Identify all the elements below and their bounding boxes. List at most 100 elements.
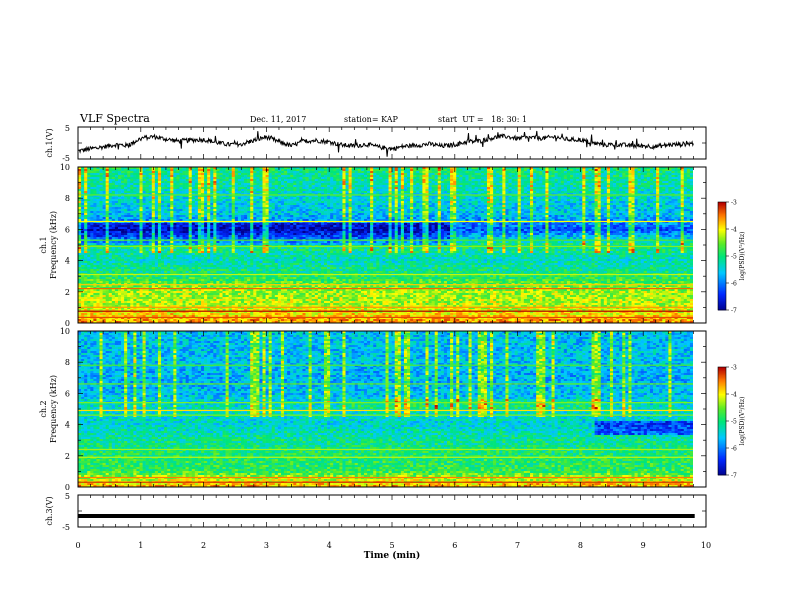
spectrogram-cell <box>108 297 113 300</box>
spectrogram-cell <box>231 225 236 228</box>
spectrogram-cell <box>204 259 208 262</box>
spectrogram-cell <box>102 307 106 310</box>
spectrogram-cell <box>108 193 113 196</box>
spectrogram-cell <box>108 249 113 252</box>
spectrogram-cell <box>201 255 205 258</box>
spectrogram-cell <box>136 177 140 180</box>
spectrogram-cell <box>237 261 242 264</box>
spectrogram-cell <box>142 233 146 236</box>
spectrogram-cell <box>139 281 143 284</box>
spectrogram-cell <box>228 193 233 196</box>
spectrogram-cell <box>164 225 168 228</box>
spectrogram-cell <box>191 175 196 178</box>
spectrogram-cell <box>93 231 97 234</box>
spectrogram-cell <box>130 257 134 260</box>
spectrogram-cell <box>84 209 88 212</box>
spectrogram-cell <box>250 271 254 274</box>
spectrogram-cell <box>154 201 159 204</box>
spectrogram-cell <box>262 263 266 266</box>
spectrogram-cell <box>105 227 110 230</box>
spectrogram-cell <box>210 215 214 218</box>
spectrogram-cell <box>240 167 245 170</box>
spectrogram-cell <box>259 313 263 316</box>
spectrogram-cell <box>93 299 97 302</box>
spectrogram-cell <box>244 301 248 304</box>
spectrogram-cell <box>139 213 143 216</box>
spectrogram-cell <box>78 203 82 206</box>
spectrogram-cell <box>182 173 186 176</box>
spectrogram-cell <box>179 253 183 256</box>
spectrogram-cell <box>121 257 125 260</box>
spectrogram-cell <box>259 205 263 208</box>
spectrogram-cell <box>130 265 134 268</box>
spectrogram-cell <box>197 317 202 320</box>
spectrogram-cell <box>145 319 150 322</box>
spectrogram-cell <box>250 237 254 240</box>
spectrogram-cell <box>117 279 122 282</box>
spectrogram-cell <box>213 201 217 204</box>
spectrogram-cell <box>259 171 263 174</box>
spectrogram-cell <box>87 221 91 224</box>
spectrogram-cell <box>265 313 269 316</box>
spectrogram-cell <box>216 231 220 234</box>
spectrogram-cell <box>81 253 85 256</box>
spectrogram-cell <box>84 291 88 294</box>
spectrogram-cell <box>142 211 146 214</box>
spectrogram-cell <box>99 293 103 296</box>
spectrogram-cell <box>81 217 85 220</box>
spectrogram-cell <box>188 295 193 298</box>
spectrogram-cell <box>225 313 229 316</box>
spectrogram-cell <box>117 305 122 308</box>
spectrogram-cell <box>213 167 217 170</box>
spectrogram-cell <box>93 269 97 272</box>
spectrogram-cell <box>210 191 214 194</box>
spectrogram-cell <box>250 303 254 306</box>
spectrogram-cell <box>247 191 251 194</box>
spectrogram-cell <box>142 199 146 202</box>
spectrogram-cell <box>84 255 88 258</box>
spectrogram-cell <box>167 215 171 218</box>
spectrogram-cell <box>176 169 180 172</box>
spectrogram-cell <box>139 303 143 306</box>
spectrogram-cell <box>96 217 100 220</box>
spectrogram-cell <box>265 191 269 194</box>
spectrogram-cell <box>93 309 97 312</box>
spectrogram-cell <box>228 293 233 296</box>
spectrogram-cell <box>240 221 245 224</box>
spectrogram-cell <box>256 223 260 226</box>
spectrogram-cell <box>105 247 110 250</box>
spectrogram-cell <box>210 297 214 300</box>
spectrogram-cell <box>247 179 251 182</box>
spectrogram-cell <box>237 265 242 268</box>
spectrogram-cell <box>154 307 159 310</box>
spectrogram-cell <box>121 187 125 190</box>
spectrogram-cell <box>244 243 248 246</box>
spectrogram-cell <box>231 169 236 172</box>
spectrogram-cell <box>81 173 85 176</box>
spectrogram-cell <box>265 185 269 188</box>
spectrogram-cell <box>142 187 146 190</box>
spectrogram-cell <box>179 221 183 224</box>
spectrogram-cell <box>81 177 85 180</box>
spectrogram-cell <box>96 251 100 254</box>
spectrogram-cell <box>268 171 273 174</box>
spectrogram-cell <box>210 249 214 252</box>
spectrogram-cell <box>194 279 199 282</box>
spectrogram-cell <box>231 233 236 236</box>
spectrogram-cell <box>117 207 122 210</box>
spectrogram-cell <box>157 191 162 194</box>
spectrogram-cell <box>247 169 251 172</box>
spectrogram-cell <box>117 217 122 220</box>
spectrogram-cell <box>164 293 168 296</box>
spectrogram-cell <box>216 291 220 294</box>
spectrogram-cell <box>256 207 260 210</box>
spectrogram-cell <box>161 301 165 304</box>
spectrogram-cell <box>188 225 193 228</box>
spectrogram-cell <box>194 205 199 208</box>
spectrogram-cell <box>213 285 217 288</box>
spectrogram-cell <box>133 191 137 194</box>
spectrogram-cell <box>256 235 260 238</box>
spectrogram-cell <box>84 249 88 252</box>
spectrogram-cell <box>213 289 217 292</box>
spectrogram-cell <box>207 243 211 246</box>
